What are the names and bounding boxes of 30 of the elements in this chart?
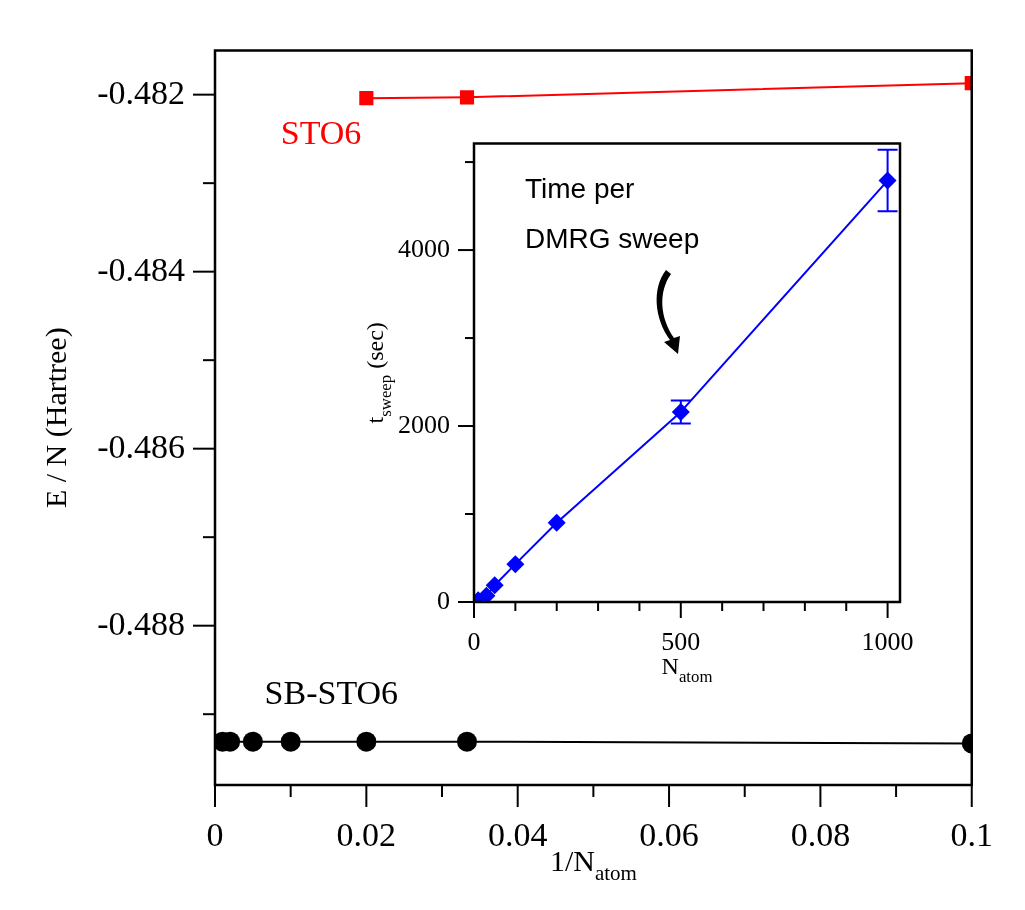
x-tick-label: 0.06	[639, 816, 699, 854]
annotation: Time per DMRG sweep	[525, 172, 700, 254]
x-tick-label: 0.1	[950, 816, 993, 854]
y-tick-label: 0	[437, 585, 450, 615]
x-tick-label: 0.02	[336, 816, 397, 854]
series-label: STO6	[280, 114, 362, 152]
point	[485, 576, 504, 595]
x-tick-label: 0.04	[487, 816, 548, 854]
y-tick-label: -0.484	[97, 250, 185, 288]
point	[280, 731, 301, 752]
x-tick-label: 0.08	[790, 816, 851, 854]
x-tick-label: 0	[467, 627, 481, 657]
x-tick-label: 1000	[861, 627, 914, 657]
series-label: SB-STO6	[264, 673, 399, 711]
point	[356, 731, 377, 752]
y-axis-title: E / N (Hartree)	[38, 327, 73, 509]
x-tick-label: 0	[206, 816, 224, 854]
y-tick-label: 4000	[398, 233, 450, 263]
x-tick-label: 500	[661, 627, 701, 657]
point	[506, 555, 525, 574]
point	[242, 731, 263, 752]
y-tick-label: -0.482	[97, 73, 185, 111]
y-tick-label: -0.486	[97, 427, 185, 465]
y-tick-label: 2000	[398, 409, 450, 439]
point	[359, 91, 374, 106]
point	[459, 90, 475, 105]
y-axis-title: tsweep (sec)	[362, 322, 395, 424]
point	[457, 731, 477, 752]
point	[547, 513, 566, 532]
y-tick-label: -0.488	[97, 604, 185, 642]
